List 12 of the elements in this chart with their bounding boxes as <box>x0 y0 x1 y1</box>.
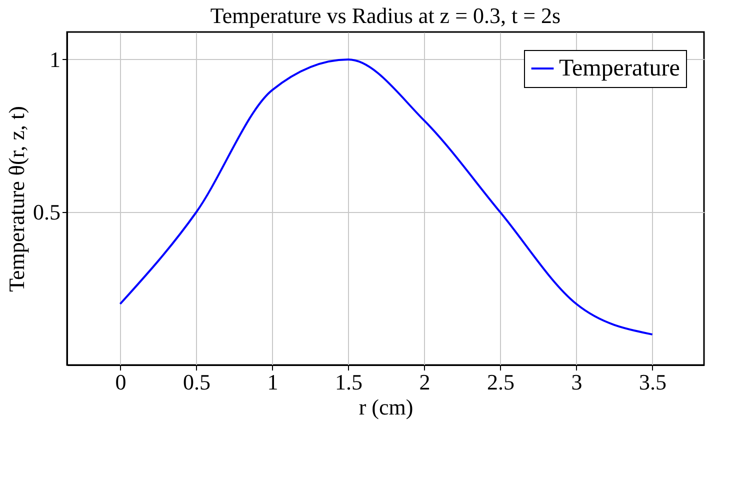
x-tick-label: 1.5 <box>335 370 363 394</box>
x-tick-label: 2.5 <box>487 370 515 394</box>
legend-label: Temperature <box>559 56 680 82</box>
x-tick-label: 0 <box>115 370 126 394</box>
x-axis-title: r (cm) <box>358 394 414 420</box>
x-tick-label: 1 <box>267 370 278 394</box>
x-tick-label: 2 <box>419 370 430 394</box>
chart-title: Temperature vs Radius at z = 0.3, t = 2s <box>210 3 561 28</box>
x-tick-label: 0.5 <box>182 370 210 394</box>
y-axis-title: Temperature θ(r, z, t) <box>4 106 29 292</box>
x-tick-label: 3 <box>571 370 582 394</box>
x-tick-label: 3.5 <box>639 370 667 394</box>
